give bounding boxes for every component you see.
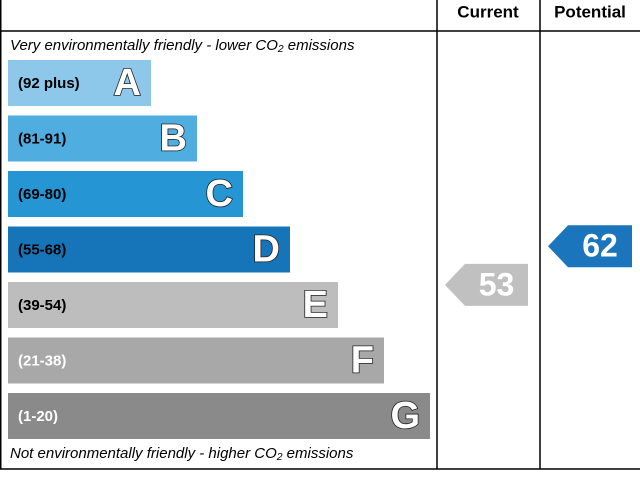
band-range: (1-20) — [18, 408, 58, 425]
current-arrow — [445, 263, 528, 306]
band-bar — [8, 115, 197, 162]
bottom-note: Not environmentally friendly - higher CO… — [10, 445, 354, 462]
top-note: Very environmentally friendly - lower CO… — [10, 37, 355, 54]
band-bar — [8, 226, 290, 273]
band-bar — [8, 60, 151, 106]
band-letter: E — [303, 284, 328, 326]
potential-score: 62 — [582, 228, 618, 264]
band-range: (55-68) — [18, 241, 66, 258]
current-score: 53 — [479, 266, 515, 302]
band-letter: D — [253, 229, 280, 271]
band-letter: F — [351, 340, 374, 382]
band-letter: A — [114, 62, 141, 104]
band-bar — [8, 282, 338, 328]
current-header: Current — [457, 2, 519, 21]
band-range: (39-54) — [18, 297, 66, 314]
potential-header: Potential — [554, 2, 626, 21]
band-letter: B — [160, 118, 187, 160]
band-bar — [8, 171, 243, 217]
band-range: (21-38) — [18, 352, 66, 369]
band-letter: G — [390, 395, 420, 437]
potential-arrow — [548, 225, 632, 268]
band-bar — [8, 393, 430, 439]
band-range: (92 plus) — [18, 75, 80, 92]
band-letter: C — [206, 173, 233, 215]
band-range: (69-80) — [18, 186, 66, 203]
band-range: (81-91) — [18, 130, 66, 147]
band-bar — [8, 337, 384, 384]
